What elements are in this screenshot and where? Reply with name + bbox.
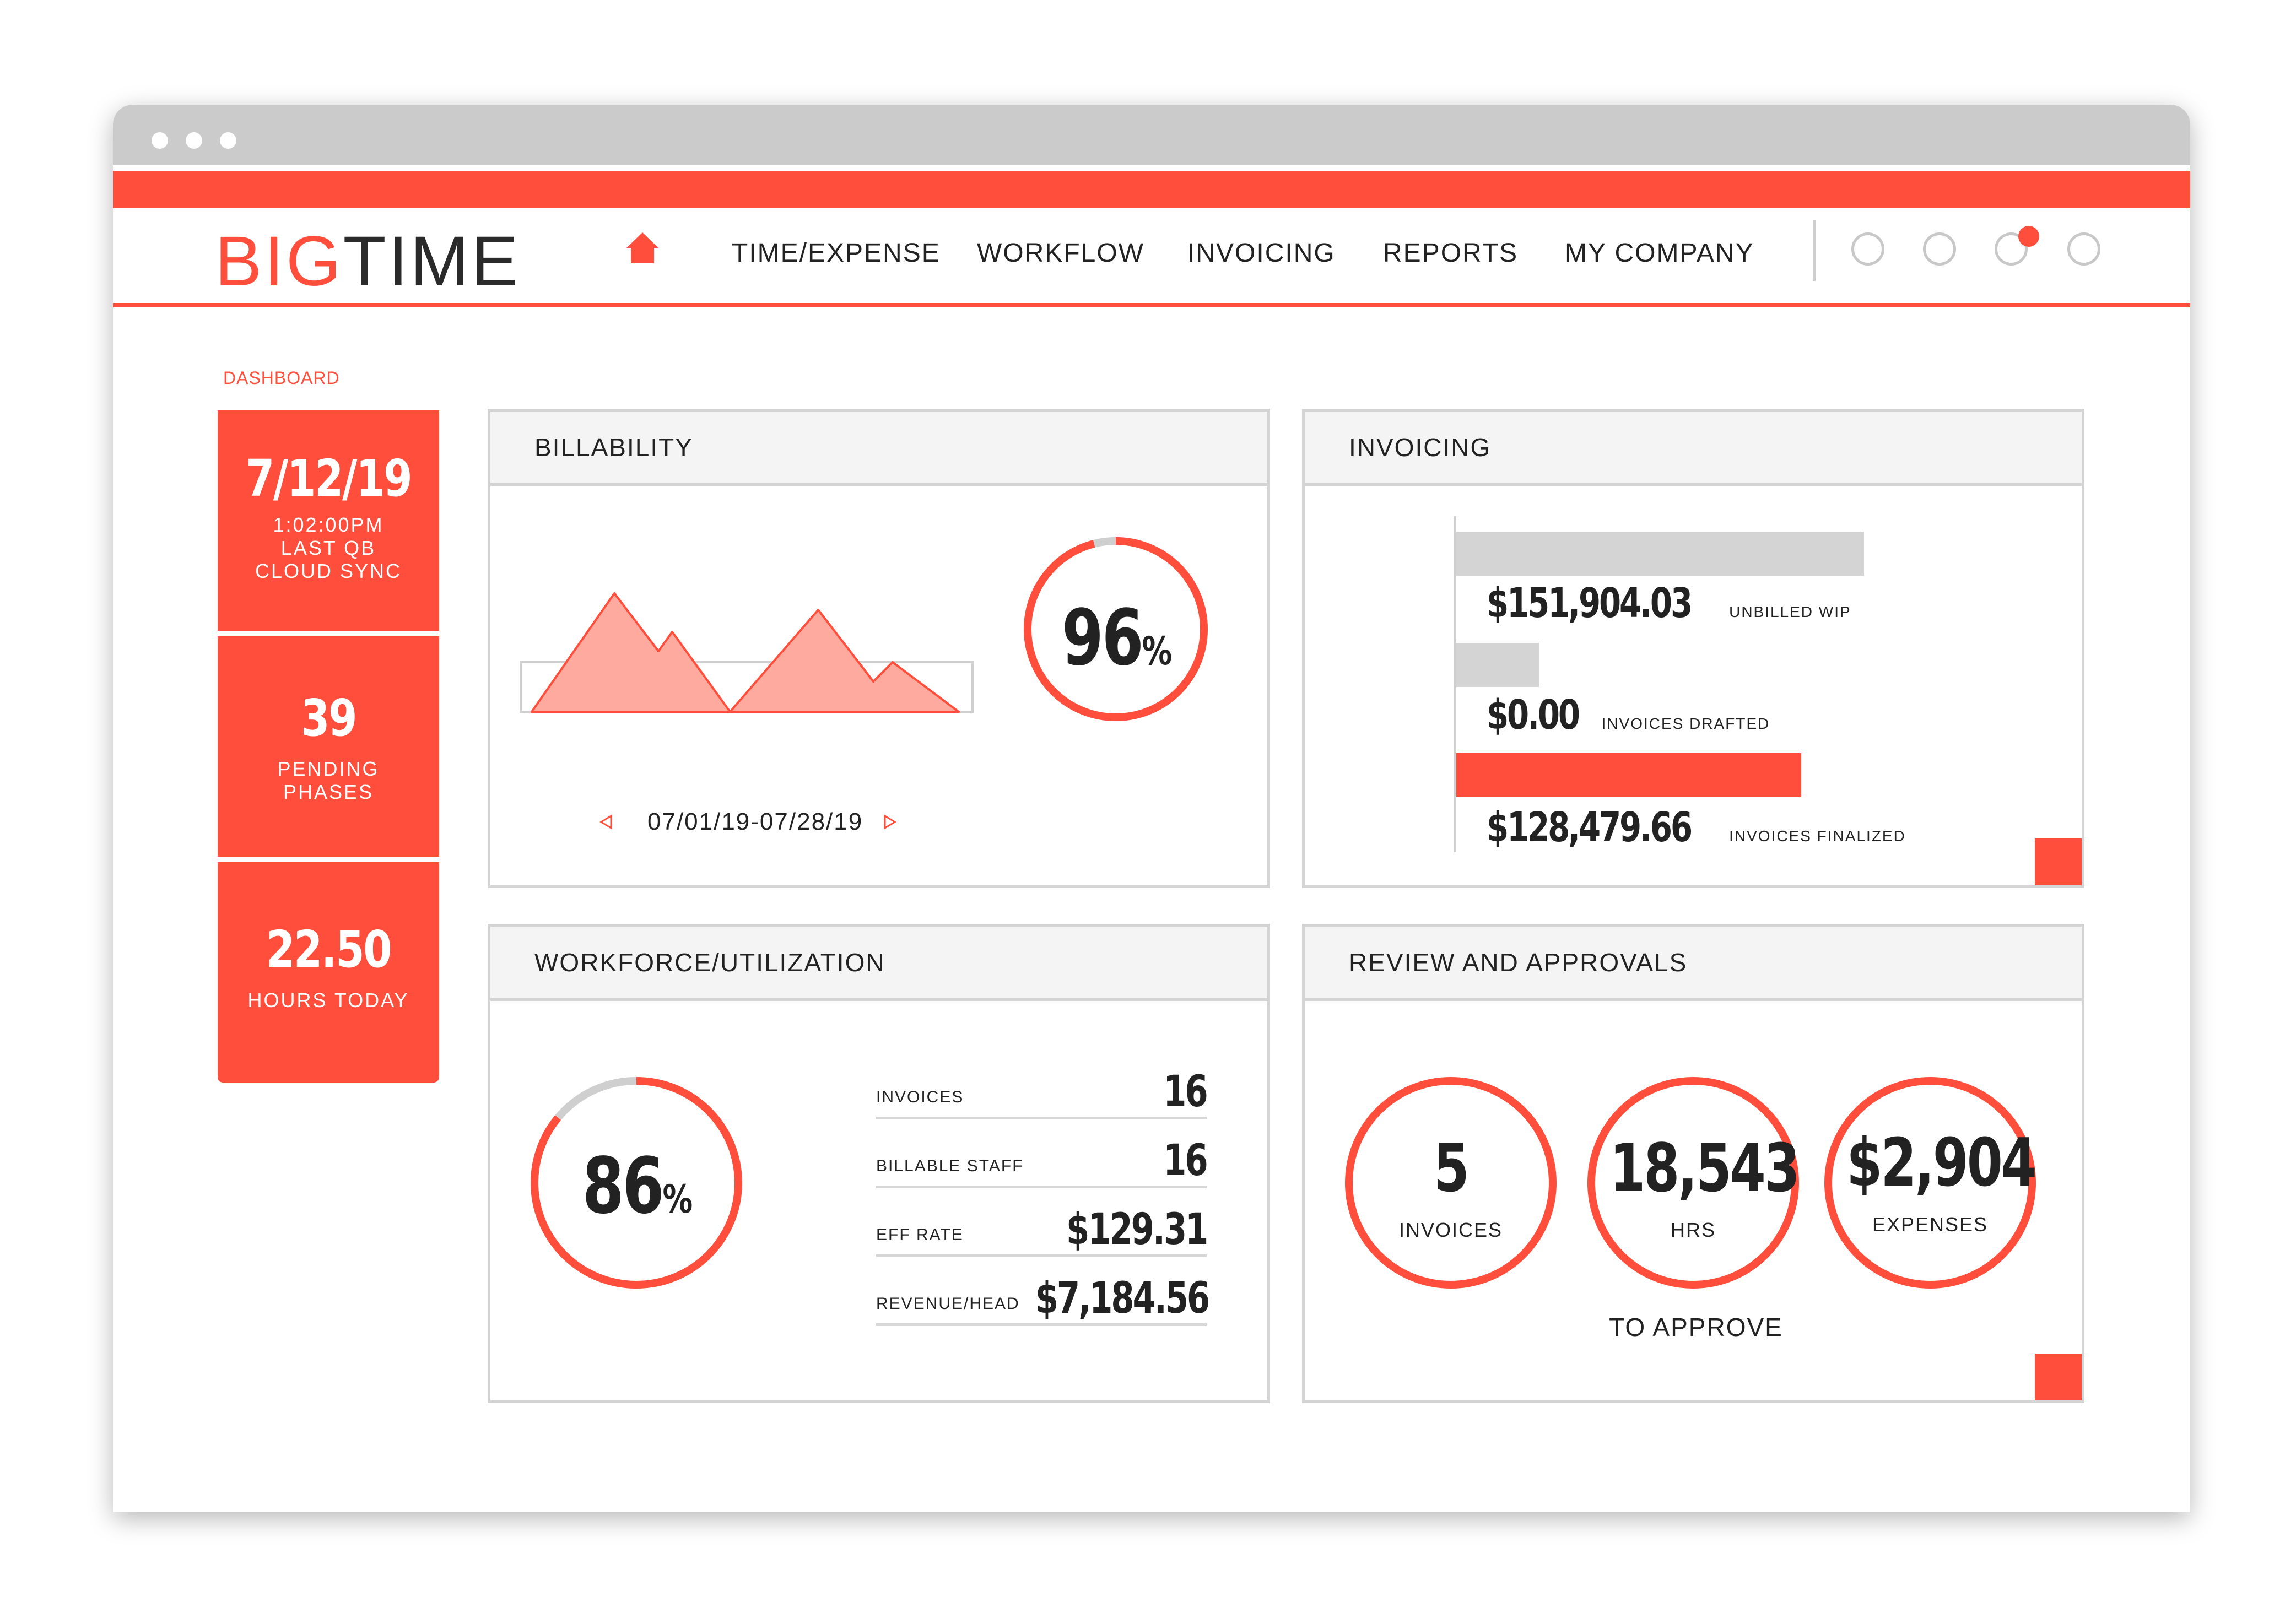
- notification-dot-icon: [2018, 226, 2039, 247]
- pending-phases-tile[interactable]: 39 PENDING PHASES: [218, 636, 439, 857]
- utilization-gauge: [531, 1077, 742, 1289]
- billability-percent: 96%: [1041, 593, 1190, 683]
- nav-workflow[interactable]: WORKFLOW: [977, 239, 1144, 268]
- prev-range-icon[interactable]: [598, 814, 614, 830]
- pending-phases-label: PENDING: [277, 757, 380, 780]
- profile-circle-icon[interactable]: [1851, 232, 1884, 266]
- approval-ring: [1587, 1077, 1799, 1289]
- nav-my-company[interactable]: MY COMPANY: [1565, 239, 1754, 268]
- invoices-drafted-label: INVOICES DRAFTED: [1601, 715, 1770, 732]
- sync-label: LAST QB: [280, 537, 376, 559]
- approval-invoices[interactable]: 5 INVOICES: [1341, 1073, 1561, 1293]
- hours-today-label: HOURS TODAY: [247, 989, 409, 1011]
- approval-ring: [1824, 1077, 2036, 1289]
- approvals-title: REVIEW AND APPROVALS: [1305, 927, 2082, 1001]
- metric-label: EFF RATE: [876, 1226, 964, 1244]
- nav-divider: [113, 303, 2190, 307]
- approval-invoices-label: INVOICES: [1398, 1219, 1503, 1241]
- unbilled-wip-bar[interactable]: [1456, 532, 1864, 576]
- home-icon[interactable]: [625, 231, 660, 266]
- window-dot-icon[interactable]: [152, 132, 168, 149]
- sync-label: CLOUD SYNC: [255, 560, 402, 582]
- approval-invoices-count: 5: [1433, 1130, 1470, 1207]
- approval-hours[interactable]: 18,543 HRS: [1583, 1073, 1803, 1293]
- billability-date-range: 07/01/19-07/28/19: [647, 808, 863, 835]
- nav-invoicing[interactable]: INVOICING: [1187, 239, 1336, 268]
- invoicing-corner-button[interactable]: [2035, 838, 2082, 885]
- approval-expenses-amount: $2,904: [1846, 1125, 2037, 1202]
- billability-card: BILLABILITY 07/01/19-07/28/19 96%: [488, 409, 1270, 888]
- nav-separator: [1813, 220, 1816, 281]
- hours-today-tile[interactable]: 22.50 HOURS TODAY: [218, 862, 439, 1083]
- nav-reports[interactable]: REPORTS: [1383, 239, 1519, 268]
- invoices-finalized-amount: $128,479.66: [1487, 804, 1693, 851]
- approval-value-wrap: 5: [1341, 1130, 1561, 1207]
- metric-value: 16: [1163, 1067, 1209, 1117]
- invoices-drafted-row: $0.00 INVOICES DRAFTED: [1487, 691, 1770, 739]
- invoices-finalized-row: $128,479.66 INVOICES FINALIZED: [1487, 804, 1906, 851]
- billability-area: [531, 592, 960, 713]
- to-approve-caption: TO APPROVE: [1609, 1313, 1783, 1341]
- metric-row: REVENUE/HEAD $7,184.56: [876, 1268, 1211, 1326]
- browser-window: BIGTIME TIME/EXPENSE WORKFLOW INVOICING …: [113, 105, 2190, 1512]
- approval-hours-count: 18,543: [1609, 1130, 1800, 1207]
- billability-gauge: [1024, 537, 1208, 721]
- approval-value-wrap: $2,904: [1820, 1125, 2040, 1202]
- last-sync-tile[interactable]: 7/12/19 1:02:00PM LAST QB CLOUD SYNC: [218, 410, 439, 631]
- invoices-finalized-bar[interactable]: [1456, 753, 1801, 797]
- sync-date: 7/12/19: [245, 449, 413, 508]
- metric-label: REVENUE/HEAD: [876, 1295, 1020, 1313]
- nav-time-expense[interactable]: TIME/EXPENSE: [732, 239, 941, 268]
- metric-label: BILLABLE STAFF: [876, 1157, 1024, 1175]
- billability-percent-value: 96: [1061, 593, 1143, 683]
- billability-title: BILLABILITY: [490, 412, 1267, 486]
- workforce-card: WORKFORCE/UTILIZATION 86% INVOICES 16 BI…: [488, 924, 1270, 1403]
- invoices-drafted-bar[interactable]: [1456, 643, 1539, 687]
- browser-chrome: [113, 105, 2190, 165]
- logo-big-text: BIG: [215, 222, 343, 301]
- window-dot-icon[interactable]: [220, 132, 236, 149]
- metric-value: 16: [1163, 1136, 1209, 1186]
- utilization-percent-value: 86: [582, 1141, 664, 1231]
- metric-row: INVOICES 16: [876, 1062, 1209, 1119]
- approvals-card: REVIEW AND APPROVALS 5 INVOICES 18,543 H…: [1302, 924, 2084, 1403]
- invoicing-title: INVOICING: [1305, 412, 2082, 486]
- approval-expenses-label: EXPENSES: [1872, 1213, 1989, 1236]
- sync-time: 1:02:00PM: [273, 513, 384, 536]
- metric-row: EFF RATE $129.31: [876, 1199, 1208, 1257]
- percent-sign: %: [1142, 629, 1172, 674]
- approval-ring: [1345, 1077, 1557, 1289]
- next-range-icon[interactable]: [882, 814, 898, 830]
- invoices-drafted-amount: $0.00: [1487, 691, 1580, 739]
- percent-sign: %: [662, 1177, 693, 1222]
- accent-bar: [113, 171, 2190, 208]
- invoicing-card: INVOICING $151,904.03 UNBILLED WIP $0.00…: [1302, 409, 2084, 888]
- breadcrumb[interactable]: DASHBOARD: [223, 368, 340, 388]
- invoicing-axis: [1454, 516, 1456, 852]
- hours-today-value: 22.50: [266, 920, 392, 979]
- unbilled-wip-label: UNBILLED WIP: [1729, 603, 1851, 620]
- unbilled-wip-amount: $151,904.03: [1487, 580, 1693, 627]
- pending-phases-count: 39: [300, 689, 358, 748]
- metric-value: $7,184.56: [1035, 1274, 1211, 1323]
- approval-value-wrap: 18,543: [1583, 1130, 1803, 1207]
- bigtime-logo[interactable]: BIGTIME: [215, 220, 520, 303]
- approvals-corner-button[interactable]: [2035, 1354, 2082, 1400]
- window-dot-icon[interactable]: [186, 132, 202, 149]
- settings-circle-icon[interactable]: [2067, 232, 2100, 266]
- workforce-title: WORKFORCE/UTILIZATION: [490, 927, 1267, 1001]
- billability-area-chart: [520, 592, 974, 713]
- pending-phases-label: PHASES: [283, 781, 374, 803]
- metric-label: INVOICES: [876, 1088, 964, 1106]
- help-circle-icon[interactable]: [1923, 232, 1956, 266]
- approval-expenses[interactable]: $2,904 EXPENSES: [1820, 1073, 2040, 1293]
- unbilled-wip-row: $151,904.03 UNBILLED WIP: [1487, 580, 1851, 627]
- approval-hours-label: HRS: [1670, 1219, 1716, 1241]
- invoices-finalized-label: INVOICES FINALIZED: [1729, 827, 1906, 845]
- notifications-circle-icon[interactable]: [1995, 232, 2028, 266]
- utilization-percent: 86%: [551, 1141, 722, 1231]
- logo-time-text: TIME: [343, 222, 521, 301]
- metric-value: $129.31: [1066, 1205, 1208, 1254]
- metric-row: BILLABLE STAFF 16: [876, 1130, 1209, 1188]
